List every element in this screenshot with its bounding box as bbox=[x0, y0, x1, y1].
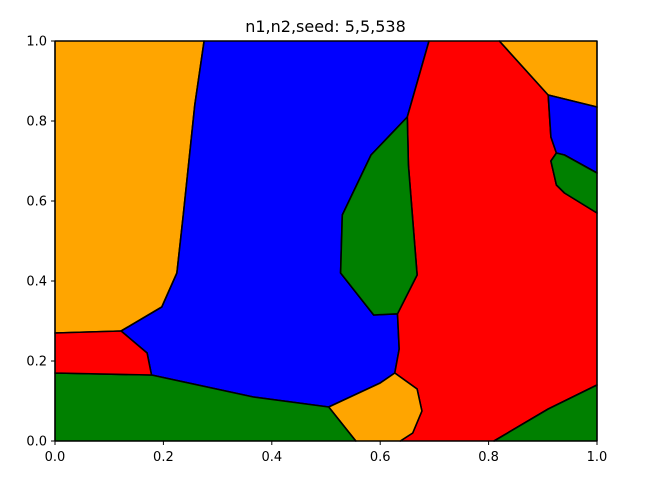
plot-frame bbox=[54, 40, 598, 442]
y-axis: 0.0 0.2 0.4 0.6 0.8 1.0 bbox=[26, 35, 55, 450]
x-tick-label: 0.4 bbox=[261, 450, 282, 465]
y-tick-label: 0.4 bbox=[26, 275, 47, 290]
x-tick-label: 0.8 bbox=[478, 450, 499, 465]
x-tick-label: 1.0 bbox=[587, 450, 608, 465]
y-tick-label: 0.6 bbox=[26, 195, 47, 210]
regions-layer bbox=[54, 40, 598, 442]
y-tick-label: 0.2 bbox=[26, 355, 47, 370]
y-tick-label: 0.8 bbox=[26, 115, 47, 130]
x-tick-label: 0.0 bbox=[45, 450, 66, 465]
x-tick-label: 0.6 bbox=[370, 450, 391, 465]
x-axis: 0.0 0.2 0.4 0.6 0.8 1.0 bbox=[45, 441, 608, 465]
chart-title: n1,n2,seed: 5,5,538 bbox=[245, 17, 406, 36]
region-green-3 bbox=[339, 116, 418, 316]
x-tick-label: 0.2 bbox=[153, 450, 174, 465]
y-tick-label: 1.0 bbox=[26, 35, 47, 50]
y-tick-label: 0.0 bbox=[26, 435, 47, 450]
